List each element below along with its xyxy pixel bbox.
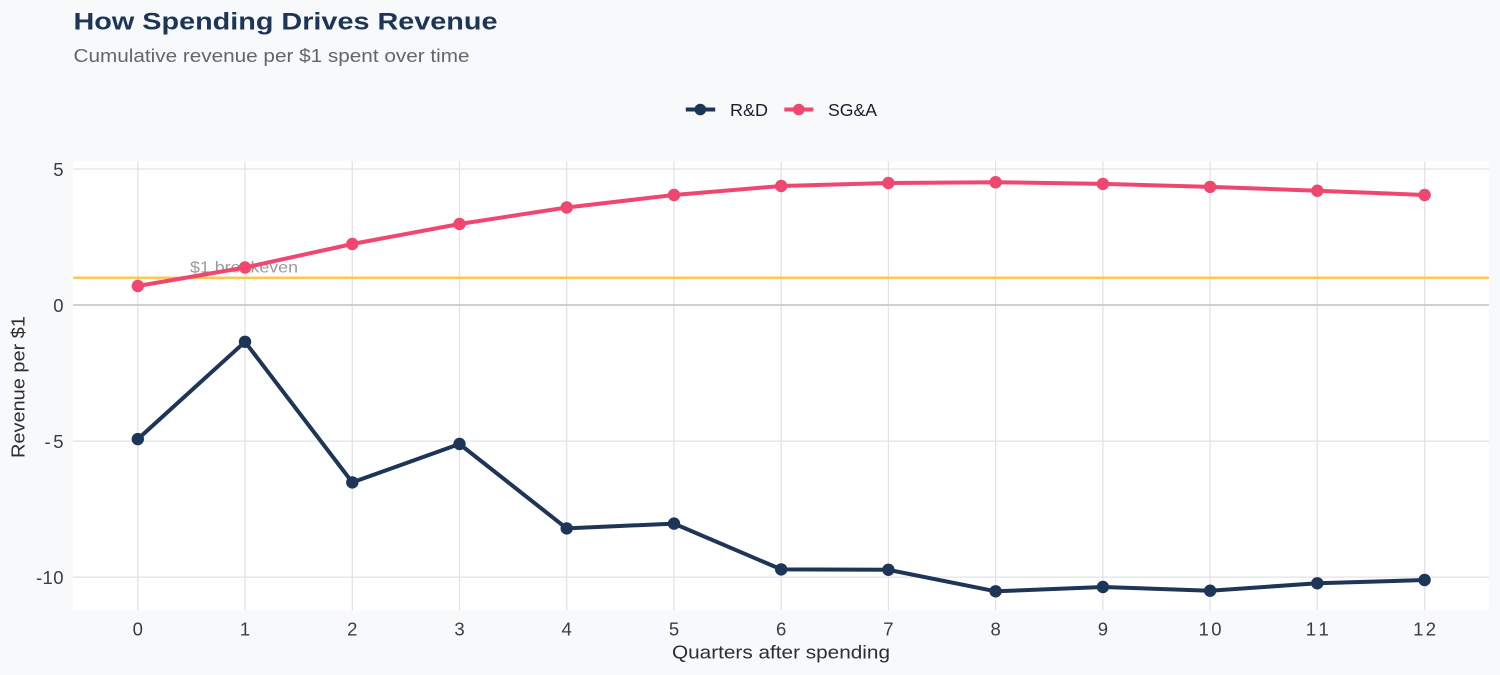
svg-text:6: 6: [776, 618, 786, 639]
svg-text:8: 8: [990, 618, 1000, 639]
svg-text:4: 4: [562, 618, 572, 639]
svg-text:0: 0: [133, 618, 143, 639]
svg-text:3: 3: [454, 618, 464, 639]
svg-text:Cumulative revenue per $1 spen: Cumulative revenue per $1 spent over tim…: [74, 45, 470, 66]
svg-text:SG&A: SG&A: [828, 100, 877, 120]
svg-text:Quarters after spending: Quarters after spending: [672, 642, 890, 663]
svg-text:R&D: R&D: [730, 100, 768, 120]
svg-text:2: 2: [347, 618, 357, 639]
svg-text:Revenue per $1: Revenue per $1: [8, 316, 29, 458]
svg-text:0: 0: [53, 295, 63, 316]
svg-text:9: 9: [1098, 618, 1108, 639]
svg-text:5: 5: [669, 618, 679, 639]
svg-text:How Spending Drives Revenue: How Spending Drives Revenue: [74, 9, 498, 36]
svg-text:7: 7: [883, 618, 893, 639]
svg-text:5: 5: [53, 159, 63, 180]
svg-text:-10: -10: [36, 567, 64, 588]
svg-text:1: 1: [240, 618, 250, 639]
svg-text:-5: -5: [45, 431, 64, 452]
